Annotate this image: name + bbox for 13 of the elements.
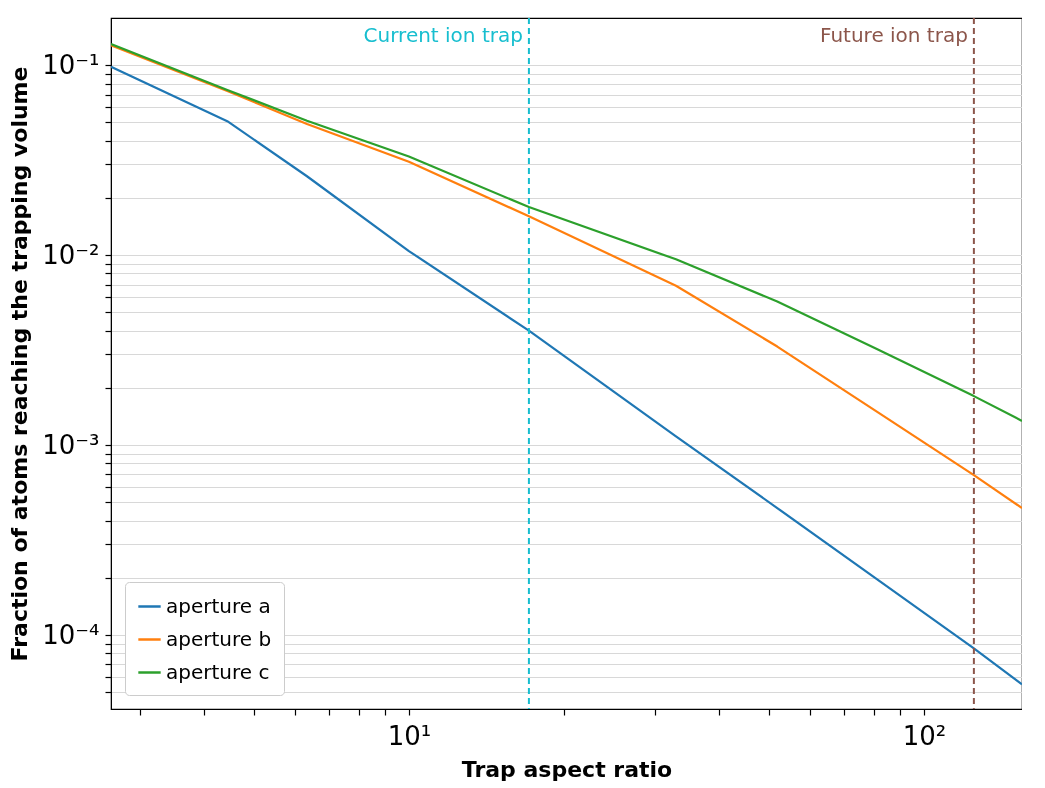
- legend-label: aperture a: [166, 593, 271, 618]
- ref-line-label: Future ion trap: [819, 23, 968, 47]
- x-tick-label: 10²: [902, 720, 947, 751]
- y-tick-label: 10⁻³: [42, 429, 100, 460]
- legend-label: aperture c: [166, 659, 270, 684]
- y-tick-label: 10⁻²: [42, 239, 100, 270]
- x-tick-label: 10¹: [387, 720, 432, 751]
- x-axis-title: Trap aspect ratio: [461, 756, 673, 782]
- ref-line-label: Current ion trap: [363, 23, 523, 47]
- y-tick-label: 10⁻¹: [42, 49, 100, 80]
- y-tick-label: 10⁻⁴: [42, 619, 100, 650]
- legend-label: aperture b: [166, 626, 272, 651]
- y-axis-title: Fraction of atoms reaching the trapping volume: [7, 66, 33, 662]
